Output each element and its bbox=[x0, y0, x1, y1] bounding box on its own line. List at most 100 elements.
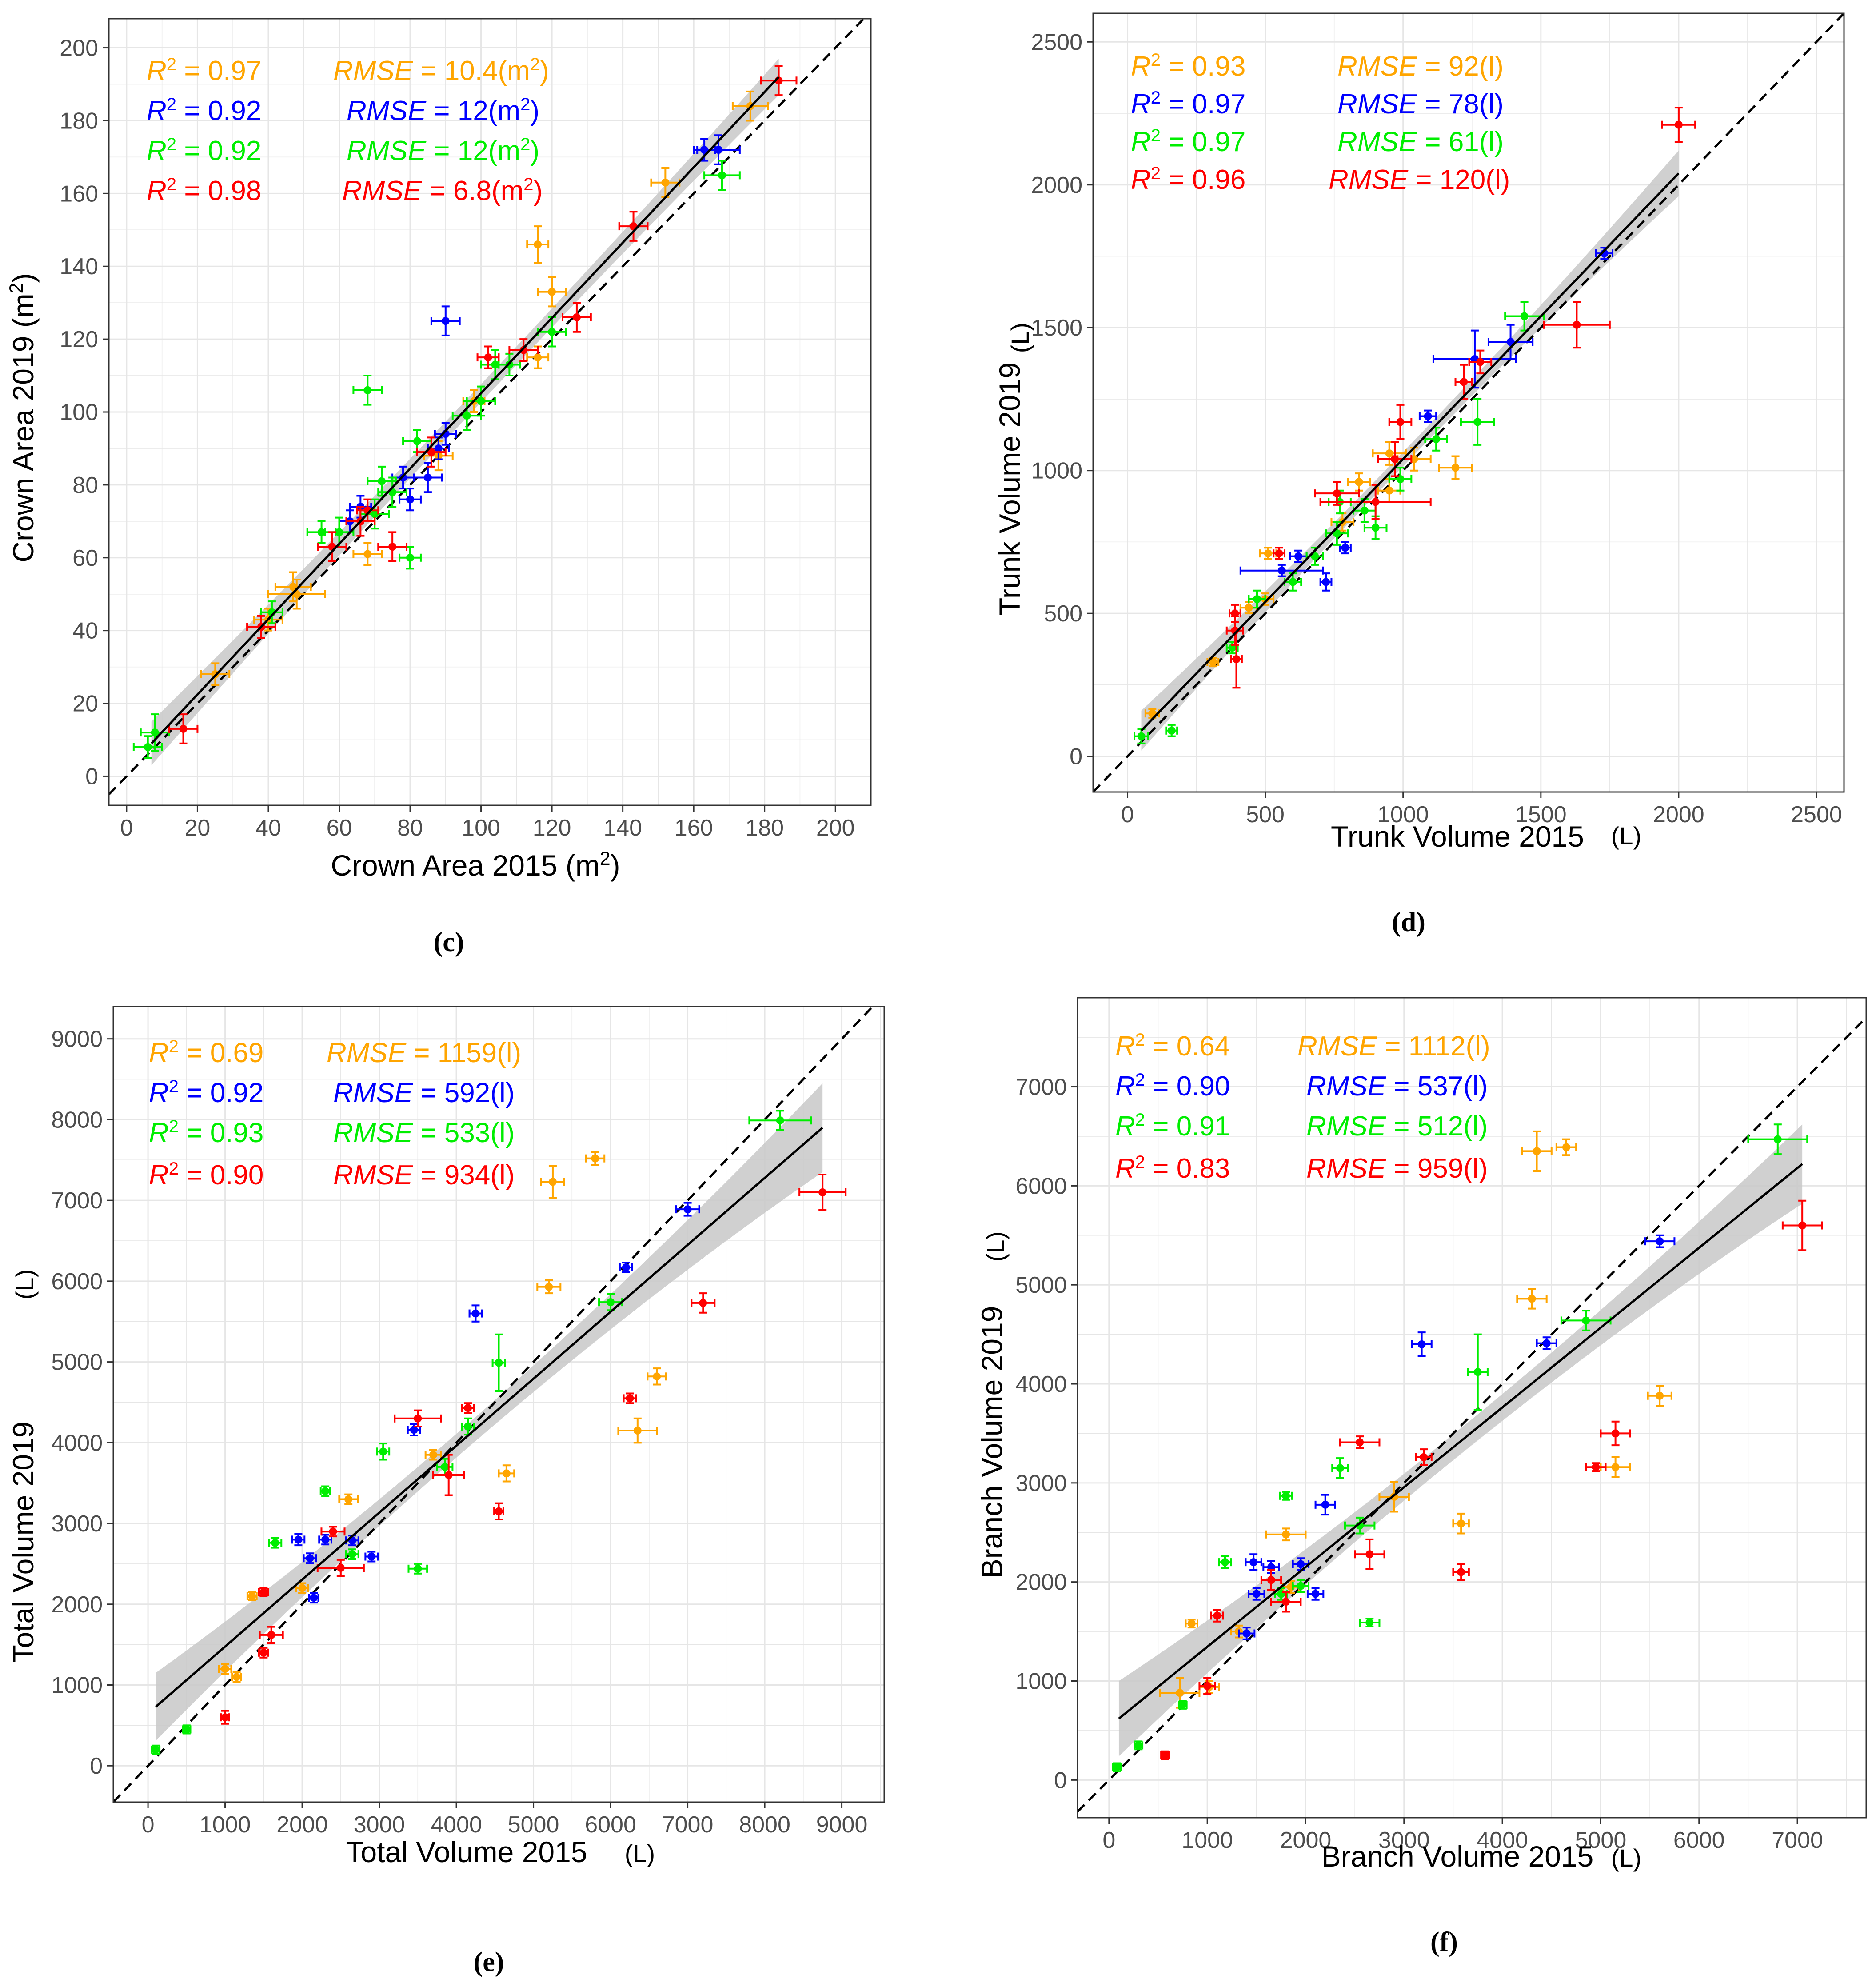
point-marker bbox=[1176, 1689, 1184, 1697]
point-marker bbox=[363, 386, 372, 394]
rmse-annotation: RMSE = 6.8(m2) bbox=[342, 175, 543, 206]
r2-annotation: R2 = 0.96 bbox=[1131, 164, 1245, 195]
point-marker bbox=[414, 1564, 422, 1573]
data-point bbox=[364, 1551, 379, 1563]
y-axis-title: Trunk Volume 2019 bbox=[993, 362, 1026, 616]
point-marker bbox=[633, 1427, 642, 1435]
x-tick-label: 40 bbox=[255, 815, 281, 841]
data-point bbox=[526, 345, 550, 369]
point-marker bbox=[1457, 1568, 1465, 1576]
point-marker bbox=[321, 1535, 330, 1544]
point-marker bbox=[463, 412, 471, 420]
data-point bbox=[1144, 708, 1160, 719]
data-point bbox=[1134, 1740, 1144, 1751]
data-point bbox=[1415, 1448, 1433, 1466]
data-point bbox=[231, 1671, 243, 1683]
r2-annotation: R2 = 0.92 bbox=[149, 1077, 263, 1108]
y-tick-label: 100 bbox=[60, 400, 98, 425]
data-point bbox=[308, 1592, 319, 1604]
data-point bbox=[1289, 549, 1308, 563]
data-point bbox=[1306, 1587, 1325, 1601]
y-tick-label: 4000 bbox=[51, 1430, 103, 1456]
x-tick-label: 1000 bbox=[1181, 1827, 1233, 1853]
point-marker bbox=[1167, 726, 1176, 735]
data-point bbox=[1585, 1462, 1607, 1472]
y-tick-label: 80 bbox=[72, 472, 98, 498]
data-point bbox=[623, 1392, 637, 1404]
r2-annotation: R2 = 0.93 bbox=[1131, 50, 1245, 82]
x-tick-label: 0 bbox=[1102, 1827, 1115, 1853]
data-point bbox=[1319, 484, 1432, 520]
point-marker bbox=[1231, 609, 1239, 618]
y-tick-label: 1000 bbox=[1031, 458, 1082, 484]
point-marker bbox=[718, 171, 726, 180]
point-marker bbox=[1267, 1576, 1276, 1584]
data-point bbox=[1438, 455, 1473, 480]
point-marker bbox=[363, 550, 372, 558]
y-tick-label: 160 bbox=[60, 181, 98, 207]
point-marker bbox=[1356, 1438, 1364, 1447]
data-point bbox=[338, 1493, 359, 1505]
x-tick-label: 2000 bbox=[1280, 1827, 1332, 1853]
grid bbox=[1093, 13, 1844, 792]
point-marker bbox=[1365, 1619, 1374, 1627]
data-point bbox=[430, 305, 461, 336]
data-point bbox=[1560, 1310, 1612, 1331]
point-marker bbox=[1311, 1590, 1320, 1598]
x-tick-label: 4000 bbox=[1477, 1827, 1528, 1853]
point-marker bbox=[1656, 1237, 1664, 1246]
y-tick-label: 3000 bbox=[1015, 1471, 1067, 1496]
series-green bbox=[132, 160, 741, 759]
point-marker bbox=[1134, 1741, 1143, 1750]
x-tick-label: 6000 bbox=[585, 1812, 636, 1838]
data-point bbox=[1260, 1569, 1282, 1591]
data-point bbox=[352, 542, 383, 566]
data-point bbox=[1644, 1234, 1676, 1248]
y-tick-label: 0 bbox=[1070, 744, 1082, 770]
point-marker bbox=[1582, 1316, 1590, 1325]
rmse-annotation: RMSE = 959(l) bbox=[1306, 1153, 1488, 1184]
point-marker bbox=[179, 724, 188, 733]
point-marker bbox=[317, 528, 326, 536]
point-marker bbox=[1289, 578, 1297, 586]
data-point bbox=[319, 1485, 331, 1497]
point-marker bbox=[622, 1263, 630, 1271]
rmse-annotation: RMSE = 78(l) bbox=[1337, 89, 1504, 120]
x-tick-label: 2000 bbox=[276, 1812, 328, 1838]
data-point bbox=[562, 302, 592, 333]
rmse-annotation: RMSE = 592(l) bbox=[333, 1078, 515, 1108]
chart-panel-f: 0 1000 2000 3000 4000 5000 6000 7000 0 1000 2000 30… bbox=[975, 997, 1867, 1957]
y-tick-label: 2000 bbox=[51, 1592, 103, 1618]
rmse-annotation: RMSE = 120(l) bbox=[1329, 164, 1510, 195]
data-point bbox=[1319, 572, 1333, 592]
rmse-annotation: RMSE = 12(m2) bbox=[347, 95, 539, 126]
point-marker bbox=[661, 178, 670, 187]
point-marker bbox=[259, 1648, 268, 1657]
r2-annotation: R2 = 0.97 bbox=[1131, 88, 1245, 120]
point-marker bbox=[1391, 455, 1399, 463]
data-point bbox=[1270, 1591, 1302, 1613]
point-marker bbox=[371, 510, 379, 518]
y-tick-label: 120 bbox=[60, 327, 98, 352]
x-tick-label: 1500 bbox=[1515, 802, 1567, 828]
data-point bbox=[376, 1443, 391, 1461]
point-marker bbox=[1321, 1500, 1329, 1509]
series-orange bbox=[218, 1151, 667, 1683]
point-marker bbox=[683, 1205, 692, 1214]
chart-panel-e: 0 1000 2000 3000 4000 5000 6000 7000 8000 9000 0 10… bbox=[7, 1006, 885, 1977]
data-point bbox=[377, 531, 408, 562]
regression-line bbox=[150, 76, 780, 744]
series-red bbox=[220, 1173, 847, 1725]
point-marker bbox=[1282, 1530, 1290, 1539]
x-tick-label: 0 bbox=[120, 815, 133, 841]
data-point bbox=[1467, 1333, 1489, 1411]
data-point bbox=[407, 1563, 428, 1575]
data-point bbox=[598, 1293, 623, 1311]
point-marker bbox=[1533, 1147, 1541, 1155]
series-red bbox=[1225, 107, 1696, 689]
data-point bbox=[320, 1526, 346, 1538]
data-point bbox=[1165, 724, 1178, 737]
one-to-one-line bbox=[1078, 1016, 1866, 1813]
data-point bbox=[399, 546, 422, 570]
y-axis-title: Crown Area 2019 (m2) bbox=[6, 273, 40, 562]
